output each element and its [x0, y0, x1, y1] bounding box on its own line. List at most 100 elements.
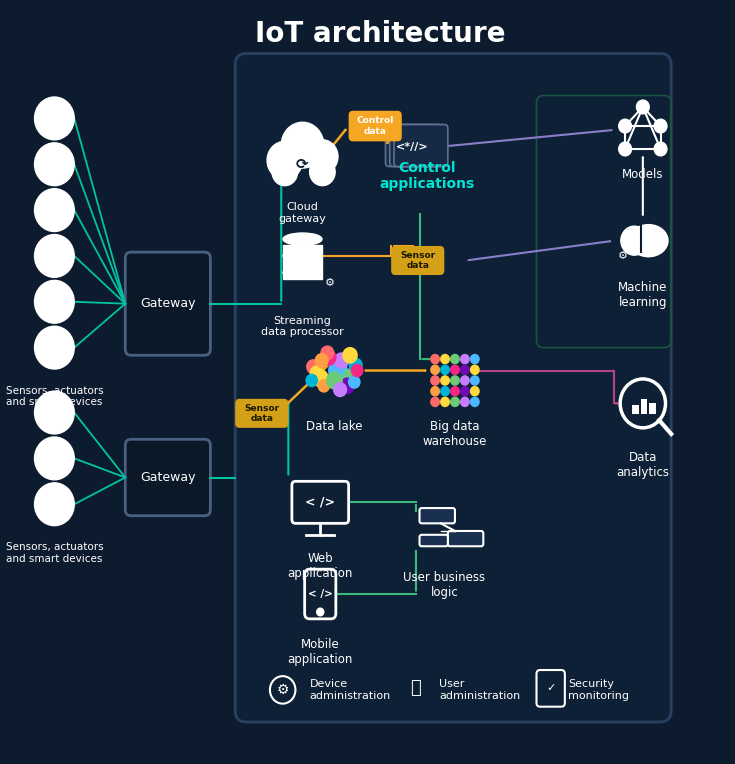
Circle shape	[35, 483, 74, 526]
Circle shape	[348, 376, 360, 388]
Circle shape	[431, 387, 440, 396]
Circle shape	[306, 140, 338, 173]
Text: Models: Models	[622, 168, 664, 181]
Circle shape	[451, 387, 459, 396]
Text: Sensors, actuators
and smart devices: Sensors, actuators and smart devices	[6, 542, 103, 564]
Circle shape	[451, 397, 459, 406]
Circle shape	[35, 326, 74, 369]
Circle shape	[35, 97, 74, 140]
Text: Web
application: Web application	[287, 552, 353, 581]
Circle shape	[441, 376, 449, 385]
Circle shape	[431, 365, 440, 374]
Ellipse shape	[629, 225, 668, 257]
Circle shape	[619, 119, 631, 133]
Circle shape	[315, 354, 328, 367]
Circle shape	[35, 391, 74, 434]
Text: IoT architecture: IoT architecture	[255, 21, 506, 48]
Circle shape	[441, 387, 449, 396]
Circle shape	[344, 369, 356, 383]
Text: <*//>: <*//>	[396, 141, 429, 152]
Circle shape	[470, 365, 479, 374]
Circle shape	[461, 365, 469, 374]
Text: Mobile
application: Mobile application	[287, 638, 353, 666]
Text: Cloud
gateway: Cloud gateway	[279, 202, 326, 224]
Circle shape	[326, 372, 343, 389]
Text: User business
logic: User business logic	[404, 571, 485, 600]
Text: ⚙: ⚙	[324, 277, 334, 288]
Circle shape	[334, 383, 346, 397]
Circle shape	[272, 158, 298, 186]
Text: < />: < />	[305, 495, 335, 509]
Circle shape	[35, 143, 74, 186]
Circle shape	[282, 122, 324, 168]
Circle shape	[451, 376, 459, 385]
Circle shape	[431, 354, 440, 364]
Text: ⚙: ⚙	[618, 251, 628, 261]
Text: Device
administration: Device administration	[309, 679, 391, 701]
FancyBboxPatch shape	[125, 439, 210, 516]
FancyBboxPatch shape	[125, 252, 210, 355]
Circle shape	[470, 376, 479, 385]
Circle shape	[461, 397, 469, 406]
Circle shape	[654, 119, 667, 133]
Circle shape	[451, 365, 459, 374]
Circle shape	[470, 354, 479, 364]
Text: Gateway: Gateway	[140, 297, 196, 310]
Text: < />: < />	[308, 588, 333, 599]
Circle shape	[461, 387, 469, 396]
Circle shape	[306, 374, 318, 387]
Circle shape	[322, 350, 336, 365]
Circle shape	[441, 365, 449, 374]
FancyBboxPatch shape	[292, 481, 348, 523]
Bar	[641, 399, 647, 414]
Bar	[283, 262, 322, 279]
Text: Sensors, actuators
and smart devices: Sensors, actuators and smart devices	[6, 386, 103, 407]
Text: ⚙: ⚙	[276, 683, 289, 697]
Circle shape	[351, 364, 363, 377]
Bar	[632, 405, 639, 414]
Circle shape	[654, 142, 667, 156]
FancyBboxPatch shape	[391, 246, 445, 275]
FancyBboxPatch shape	[448, 531, 484, 546]
Circle shape	[340, 378, 354, 393]
Circle shape	[310, 366, 323, 380]
Text: Gateway: Gateway	[140, 471, 196, 484]
Circle shape	[637, 100, 649, 114]
Text: Control
data: Control data	[356, 116, 394, 136]
Circle shape	[35, 437, 74, 480]
Circle shape	[349, 358, 362, 372]
FancyBboxPatch shape	[304, 569, 336, 619]
Circle shape	[461, 376, 469, 385]
Ellipse shape	[621, 226, 648, 255]
Circle shape	[317, 608, 324, 616]
Text: User
administration: User administration	[440, 679, 520, 701]
FancyBboxPatch shape	[235, 53, 671, 722]
Circle shape	[309, 158, 335, 186]
Circle shape	[470, 397, 479, 406]
FancyBboxPatch shape	[394, 125, 448, 167]
Circle shape	[312, 370, 328, 387]
Circle shape	[318, 380, 329, 392]
Circle shape	[461, 354, 469, 364]
FancyBboxPatch shape	[385, 125, 440, 167]
Circle shape	[431, 376, 440, 385]
Ellipse shape	[283, 267, 322, 279]
Circle shape	[35, 189, 74, 231]
Circle shape	[35, 280, 74, 323]
Bar	[649, 403, 656, 414]
Bar	[283, 245, 322, 262]
FancyBboxPatch shape	[348, 111, 402, 141]
Text: Data lake: Data lake	[306, 420, 362, 433]
Text: Sensor
data: Sensor data	[244, 403, 279, 423]
Circle shape	[441, 354, 449, 364]
Text: ⟳: ⟳	[296, 157, 309, 172]
Circle shape	[343, 348, 357, 363]
Ellipse shape	[283, 250, 322, 262]
FancyBboxPatch shape	[420, 508, 455, 523]
Circle shape	[619, 142, 631, 156]
Ellipse shape	[283, 233, 322, 245]
Circle shape	[470, 387, 479, 396]
Circle shape	[321, 346, 334, 360]
Circle shape	[329, 361, 347, 380]
Text: Streaming
data processor: Streaming data processor	[261, 316, 344, 337]
